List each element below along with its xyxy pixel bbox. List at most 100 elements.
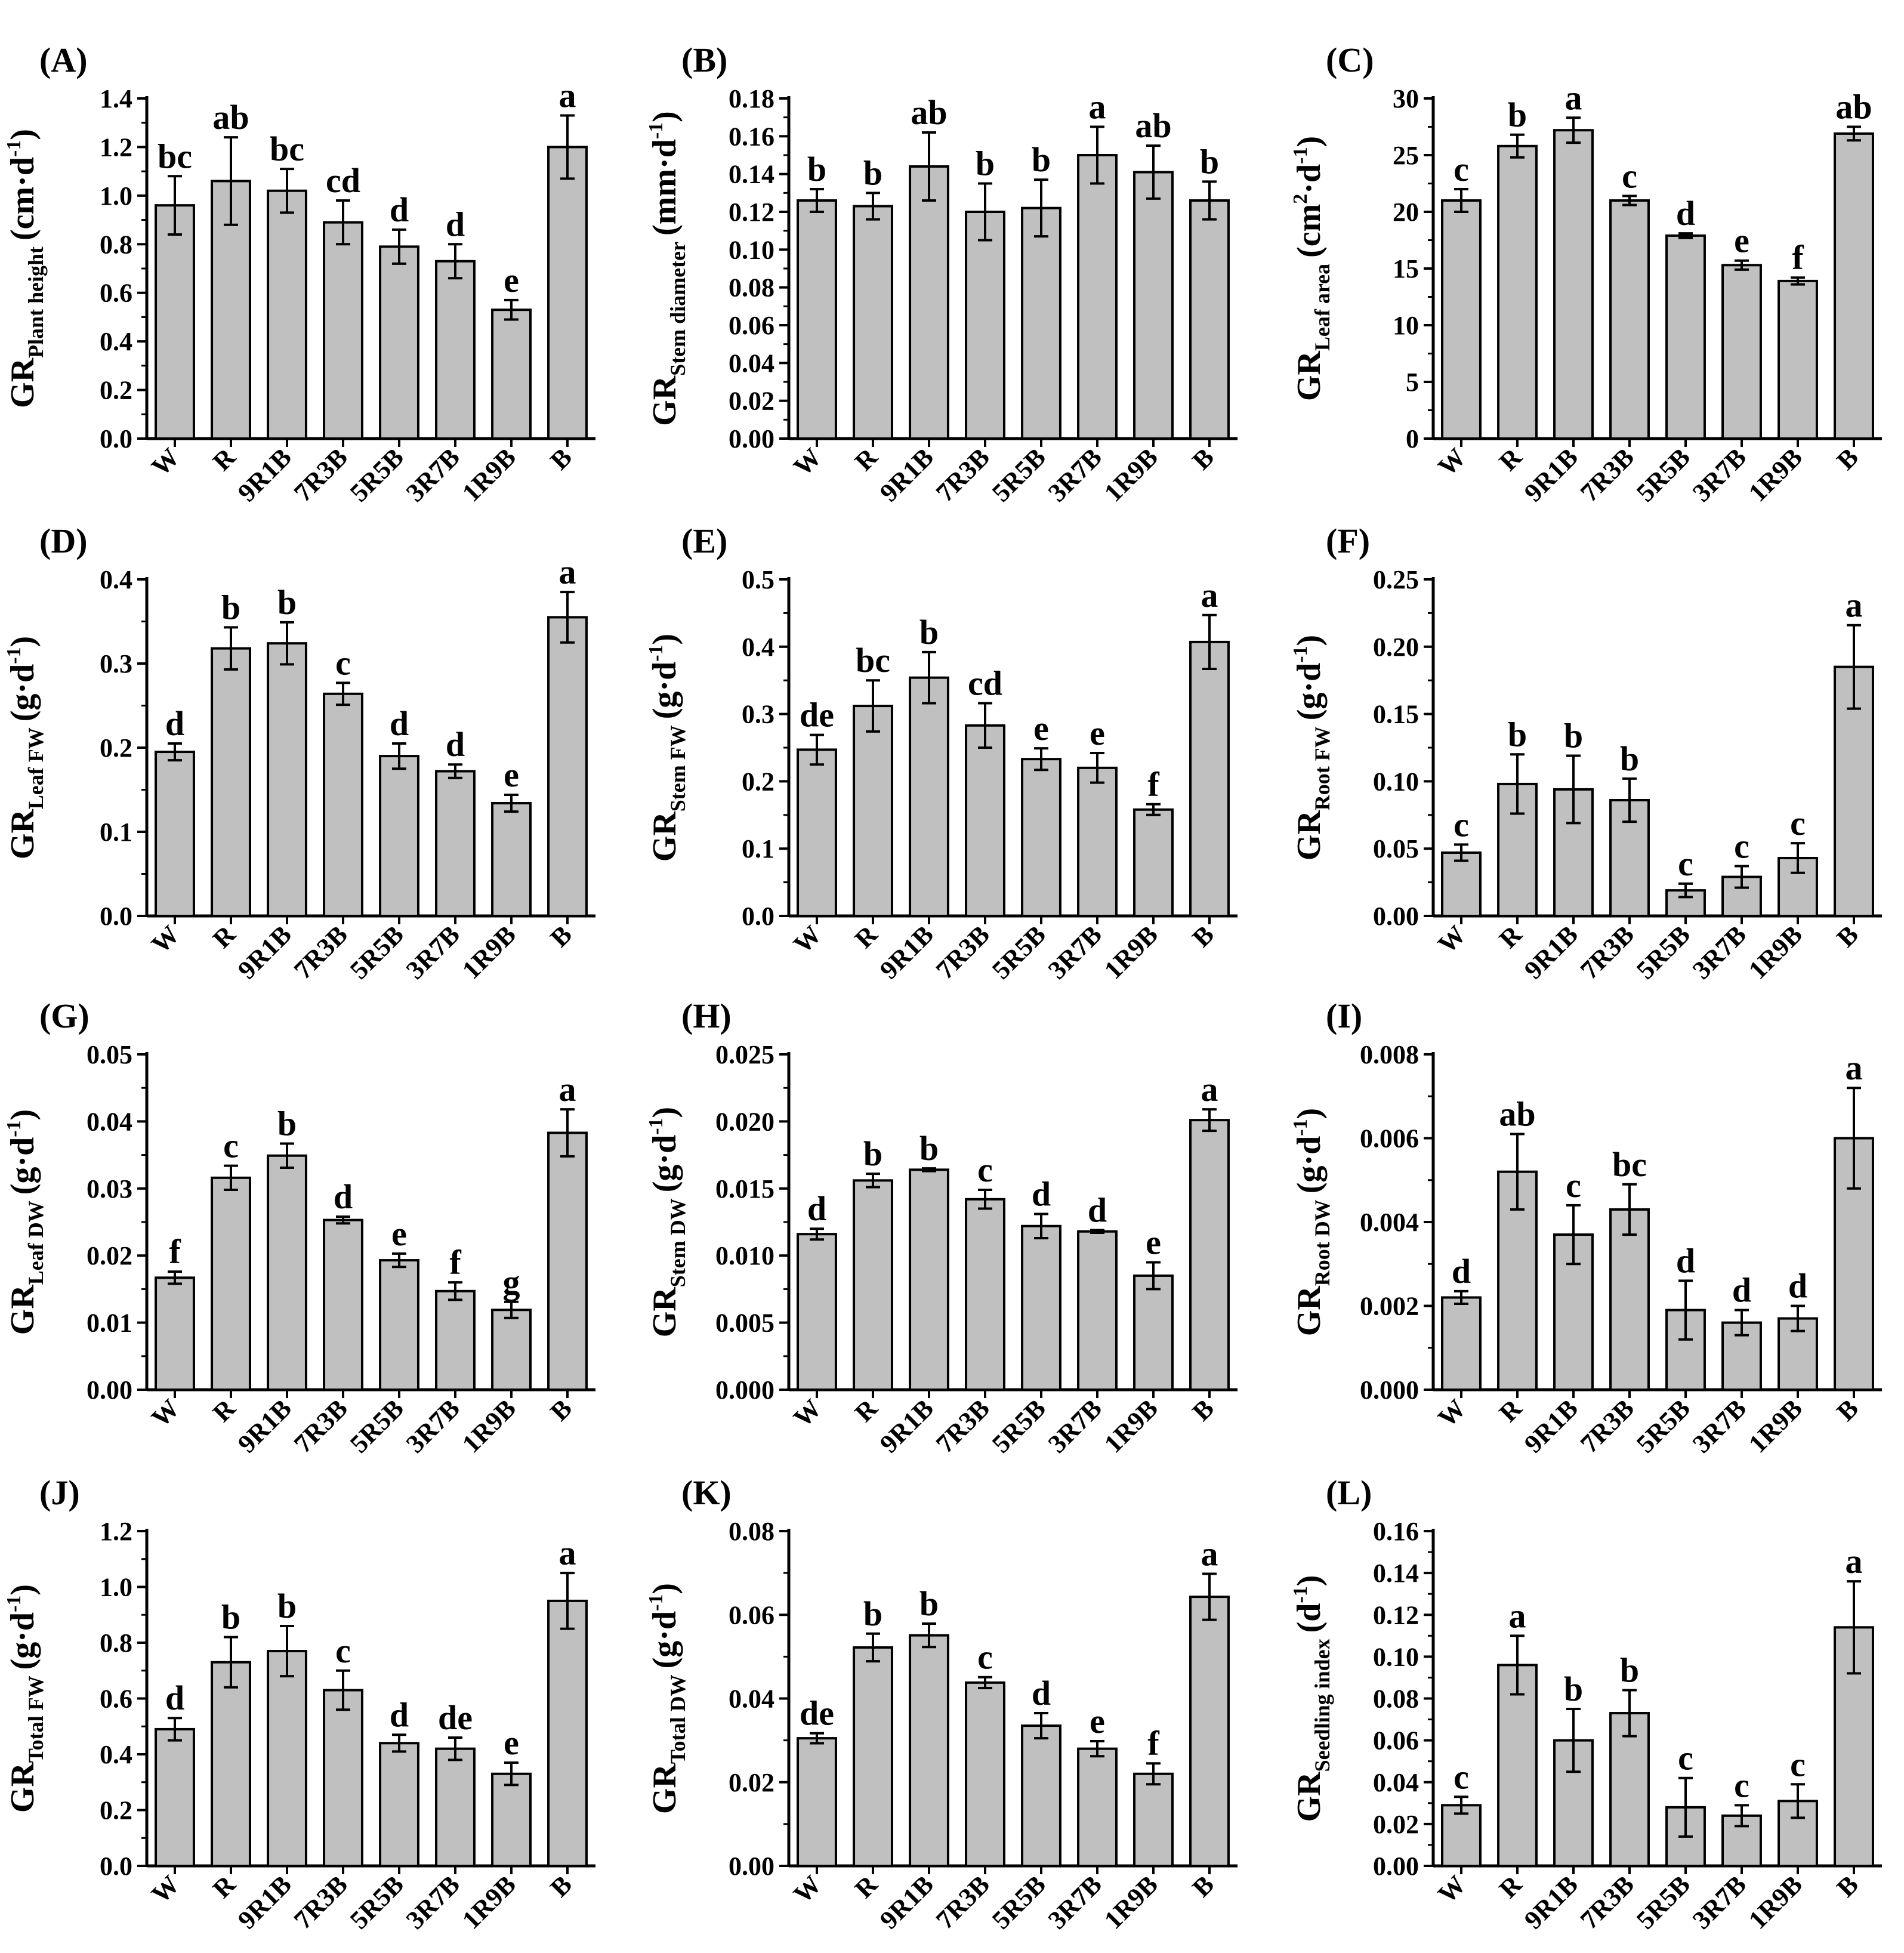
y-axis-label-ylabel: GR (1291, 1772, 1328, 1822)
bar (1497, 144, 1538, 440)
y-tick-label: 0.010 (715, 1241, 774, 1270)
chart-panel: (C) 0 5 10 15 20 25 30 GRLeaf area (cm2·d-1) c Wb Ra… (1289, 41, 1882, 507)
bar (155, 751, 195, 918)
y-axis-label-ylabel-sub: Leaf DW (24, 1201, 48, 1285)
significance-letter: de (800, 1694, 834, 1733)
x-tick-label: W (788, 920, 827, 959)
bar (435, 260, 476, 440)
y-tick-label: 0.14 (729, 160, 774, 189)
x-tick-label: 7R3B (288, 920, 353, 985)
y-tick-label: 25 (1393, 141, 1419, 170)
x-tick-label: 3R7B (1687, 1393, 1752, 1458)
significance-letter: bc (158, 137, 192, 175)
x-tick-label: 1R9B (456, 1869, 521, 1935)
x-tick-label: B (1187, 1393, 1220, 1426)
y-axis-label: GRLeaf area (cm2·d-1) (1289, 136, 1334, 401)
y-tick-label: 0.00 (87, 1375, 132, 1405)
bar (1721, 264, 1762, 440)
panel-label: (G) (39, 996, 90, 1035)
panel-label: (I) (1326, 996, 1362, 1035)
significance-letter: e (1146, 1223, 1161, 1261)
significance-letter: de (800, 696, 834, 735)
y-axis-label-ylabel-unit: (g·d (646, 662, 683, 719)
y-axis-label-ylabel: GR (646, 1287, 683, 1338)
y-axis-label-ylabel-sup: -1 (645, 644, 667, 661)
y-tick-label: 0.0 (100, 902, 132, 931)
y-axis-label-ylabel-unit: (g·d (4, 1137, 41, 1195)
x-tick-label: B (545, 1393, 578, 1426)
y-axis-label: GRPlant height (cm·d-1) (3, 129, 48, 408)
bar (909, 165, 949, 440)
y-axis-label-ylabel-close: ) (646, 111, 683, 122)
x-tick-label: B (545, 1869, 578, 1902)
x-tick-label: 5R5B (1631, 1869, 1696, 1935)
significance-letter: b (919, 1129, 939, 1168)
y-axis-label-ylabel: GR (4, 809, 41, 860)
y-tick-label: 0.00 (1373, 1852, 1419, 1881)
y-axis-label-ylabel-sub: Plant height (24, 246, 48, 358)
x-tick-label: 7R3B (930, 1393, 995, 1458)
significance-letter: b (1564, 717, 1583, 755)
y-tick-label: 1.2 (100, 132, 132, 162)
panel-label: (B) (681, 41, 727, 79)
y-axis-label-ylabel-unit: (g·d (1291, 1136, 1328, 1193)
significance-letter: d (165, 1679, 184, 1717)
bar (797, 199, 837, 440)
y-axis-label-ylabel-unit2: ·d (1291, 164, 1328, 194)
y-tick-label: 0.16 (1373, 1517, 1419, 1546)
y-tick-label: 0.6 (100, 279, 132, 308)
significance-letter: b (221, 588, 240, 627)
significance-letter: d (1788, 1267, 1807, 1306)
bar (1189, 199, 1230, 440)
bar (1021, 758, 1061, 918)
y-axis-label: GRStem diameter (mm·d-1) (645, 111, 690, 426)
y-axis-label-ylabel-sub: Leaf FW (24, 727, 48, 809)
x-tick-label: B (1187, 442, 1220, 475)
x-tick-label: 9R1B (874, 1869, 939, 1935)
significance-letter: cd (326, 161, 360, 200)
significance-letter: a (1201, 576, 1218, 615)
bar (1441, 851, 1482, 918)
y-axis-label-ylabel-sup: -1 (645, 1594, 667, 1611)
x-tick-label: W (1432, 920, 1471, 959)
y-tick-label: 0.05 (1373, 834, 1419, 863)
y-tick-label: 1.0 (100, 181, 132, 211)
y-tick-label: 0.000 (1360, 1375, 1419, 1405)
y-tick-label: 0.02 (87, 1241, 132, 1270)
y-tick-label: 0 (1406, 424, 1419, 453)
significance-letter: a (559, 76, 576, 115)
y-axis-label-ylabel: GR (646, 1764, 683, 1815)
y-tick-label: 0.006 (1360, 1124, 1419, 1153)
y-tick-label: 0.15 (1373, 700, 1419, 729)
significance-letter: b (1620, 1650, 1639, 1689)
y-tick-label: 0.10 (729, 235, 774, 264)
significance-letter: c (1734, 1766, 1749, 1804)
significance-letter: ab (1499, 1094, 1535, 1133)
chart-panel: (G) 0.00 0.01 0.02 0.03 0.04 0.05 GRLeaf DW (g·d… (3, 996, 595, 1458)
y-tick-label: 0.004 (1360, 1208, 1419, 1237)
bar (155, 1727, 195, 1868)
y-tick-label: 0.04 (1373, 1768, 1419, 1797)
chart-panel: (I) 0.000 0.002 0.004 0.006 0.008 GRRoot DW (g·… (1289, 996, 1882, 1458)
y-tick-label: 10 (1393, 311, 1419, 340)
x-tick-label: B (545, 442, 578, 475)
y-tick-label: 0.2 (100, 1796, 132, 1825)
y-axis-label-ylabel: GR (1291, 1286, 1328, 1337)
y-tick-label: 1.4 (100, 84, 132, 113)
bar (965, 724, 1005, 917)
y-tick-label: 0.2 (742, 767, 774, 796)
chart-panel: (B) 0.00 0.02 0.04 0.06 0.08 0.10 0.12 0.14 0.16 0… (645, 41, 1238, 507)
y-axis-label-ylabel-sup: -1 (645, 1118, 667, 1134)
y-tick-label: 0.06 (729, 1600, 774, 1630)
significance-letter: b (807, 150, 826, 189)
y-axis-label-ylabel-sup: -1 (3, 647, 25, 664)
y-tick-label: 0.015 (715, 1174, 774, 1204)
x-tick-label: 3R7B (1042, 920, 1107, 985)
x-tick-label: 7R3B (1575, 1869, 1640, 1935)
y-axis-label-ylabel-sup: -1 (3, 1596, 25, 1612)
significance-letter: b (863, 153, 882, 192)
x-tick-label: 9R1B (874, 1393, 939, 1458)
y-tick-label: 0.04 (87, 1107, 132, 1136)
y-axis-label-ylabel-sup: -1 (1289, 646, 1311, 662)
